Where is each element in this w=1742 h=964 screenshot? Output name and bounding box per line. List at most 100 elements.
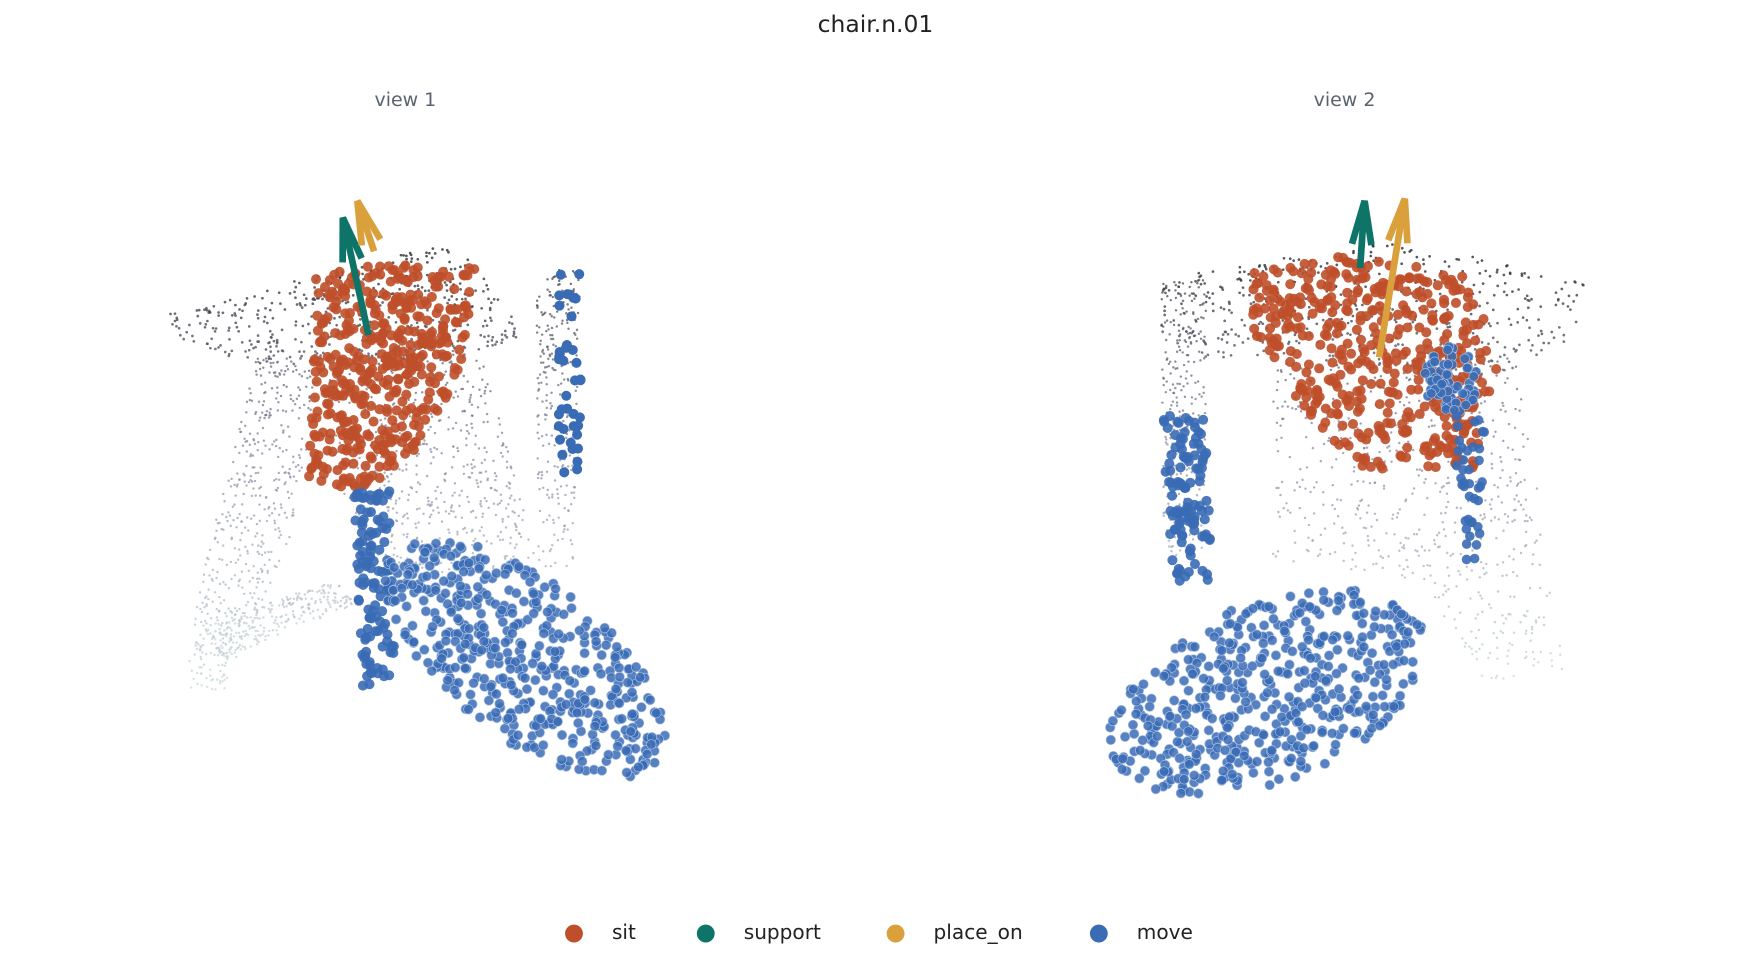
- point: [490, 707, 501, 718]
- point: [1479, 594, 1482, 597]
- point: [1192, 360, 1196, 364]
- point: [394, 502, 398, 505]
- point: [221, 646, 224, 650]
- point: [1198, 488, 1201, 491]
- point: [1484, 562, 1488, 566]
- point: [248, 432, 252, 435]
- point: [195, 671, 199, 675]
- point: [540, 311, 543, 314]
- point: [221, 621, 224, 625]
- point: [505, 484, 508, 488]
- point: [1501, 368, 1504, 371]
- point: [268, 308, 272, 312]
- point: [291, 370, 295, 373]
- point: [261, 426, 265, 430]
- point: [313, 286, 316, 289]
- point: [492, 565, 495, 568]
- point: [233, 618, 236, 621]
- point: [1185, 310, 1188, 313]
- point: [461, 303, 472, 314]
- point: [244, 562, 248, 566]
- point: [219, 639, 222, 642]
- point: [423, 289, 427, 293]
- point: [1203, 293, 1206, 296]
- point: [1276, 280, 1280, 284]
- point: [1522, 508, 1525, 511]
- point: [393, 547, 396, 550]
- point: [462, 527, 465, 531]
- point: [413, 421, 424, 432]
- point: [1249, 279, 1252, 282]
- point: [215, 529, 218, 533]
- point: [1342, 338, 1353, 349]
- point: [220, 558, 224, 562]
- point: [191, 334, 194, 338]
- point: [204, 563, 207, 566]
- point: [445, 303, 456, 314]
- point: [510, 494, 513, 497]
- point: [338, 276, 342, 280]
- point: [519, 672, 531, 684]
- point: [1189, 327, 1192, 330]
- point: [338, 605, 342, 608]
- point: [415, 464, 418, 467]
- point: [1322, 503, 1325, 506]
- point: [200, 684, 203, 687]
- point: [462, 374, 465, 378]
- point: [485, 412, 489, 416]
- point: [1495, 636, 1499, 640]
- point: [590, 636, 602, 647]
- point: [259, 545, 263, 548]
- point: [1531, 651, 1535, 654]
- point: [1560, 287, 1564, 291]
- point: [434, 489, 437, 493]
- point: [238, 478, 241, 481]
- point: [394, 519, 398, 522]
- point: [512, 330, 516, 334]
- point: [571, 357, 582, 368]
- point: [257, 640, 260, 644]
- point: [254, 345, 257, 349]
- point: [310, 597, 313, 601]
- point: [1181, 299, 1185, 303]
- point: [288, 475, 292, 478]
- point: [1199, 359, 1202, 362]
- point: [1430, 433, 1441, 444]
- point: [362, 671, 373, 682]
- point: [203, 325, 207, 329]
- point: [1172, 323, 1176, 327]
- point: [546, 488, 549, 492]
- point: [276, 375, 279, 379]
- point: [251, 619, 255, 622]
- point: [565, 564, 568, 568]
- point: [234, 321, 238, 325]
- point: [468, 677, 479, 689]
- point: [508, 486, 511, 490]
- point: [1496, 268, 1499, 272]
- point: [1396, 512, 1400, 515]
- point: [188, 323, 191, 327]
- point: [595, 668, 607, 679]
- point: [214, 327, 218, 330]
- point: [1377, 549, 1381, 552]
- point: [500, 333, 504, 336]
- point: [1506, 446, 1510, 450]
- point: [418, 595, 429, 606]
- point: [205, 677, 208, 680]
- point: [220, 653, 224, 657]
- point: [208, 674, 212, 677]
- point: [561, 390, 572, 401]
- point: [572, 491, 576, 494]
- point: [207, 597, 210, 601]
- point: [1455, 585, 1458, 588]
- point: [277, 513, 281, 517]
- point: [348, 458, 359, 469]
- point: [1478, 304, 1481, 308]
- point: [478, 622, 489, 633]
- point: [463, 557, 475, 569]
- point: [258, 419, 261, 422]
- point: [1363, 568, 1366, 572]
- point: [471, 466, 474, 470]
- point: [1312, 486, 1316, 489]
